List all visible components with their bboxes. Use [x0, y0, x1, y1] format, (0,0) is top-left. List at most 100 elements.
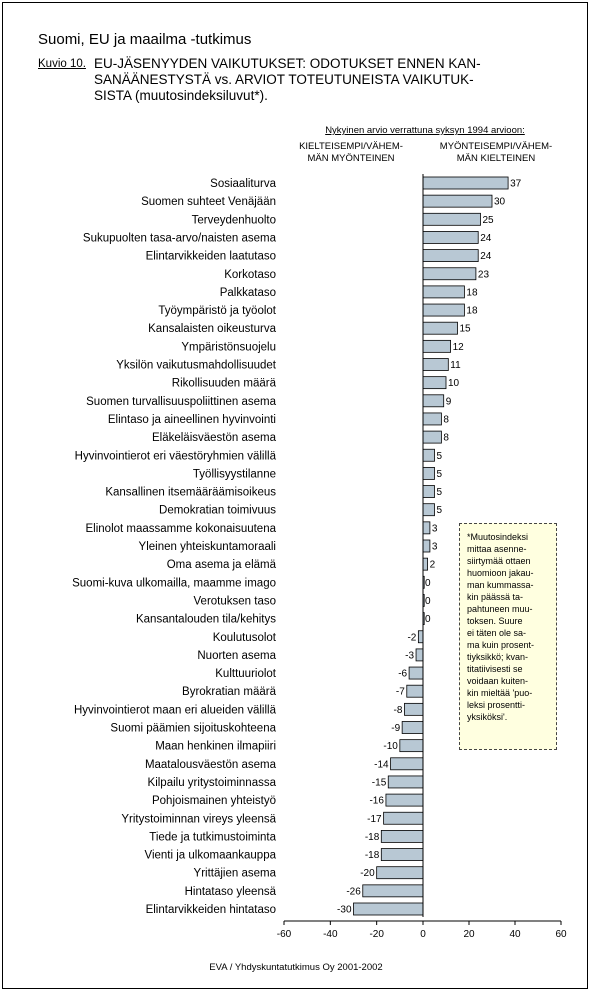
- category-label: Työllisyystilanne: [193, 468, 276, 480]
- value-label: 37: [510, 179, 522, 190]
- value-label: 5: [437, 487, 443, 498]
- value-label: -17: [367, 814, 382, 825]
- comparison-header: Nykyinen arvio verrattuna syksyn 1994 ar…: [325, 125, 525, 136]
- value-label: 5: [437, 451, 443, 462]
- value-label: 8: [443, 433, 449, 444]
- value-label: 0: [425, 578, 431, 589]
- category-label: Nuorten asema: [197, 650, 276, 662]
- bar: [408, 666, 424, 680]
- category-label: Elinolot maassamme kokonaisuutena: [86, 523, 277, 535]
- category-label: Sosiaaliturva: [210, 178, 276, 190]
- category-label: Yrittäjien asema: [194, 868, 277, 880]
- value-label: -2: [407, 632, 416, 643]
- source-footer: EVA / Yhdyskuntatutkimus Oy 2001-2002: [209, 962, 383, 973]
- category-label: Rikollisuuden määrä: [172, 378, 277, 390]
- bar: [422, 267, 477, 281]
- bar: [422, 194, 493, 208]
- category-label: Kansalaisten oikeusturva: [148, 323, 276, 335]
- category-label: Hyvinvointierot maan eri alueiden välill…: [74, 704, 277, 716]
- value-label: 0: [425, 614, 431, 625]
- bar: [422, 412, 442, 426]
- report-series-title: Suomi, EU ja maailma -tutkimus: [38, 31, 252, 48]
- bar: [406, 684, 424, 698]
- negative-direction-label: KIELTEISEMPI/VÄHEM- MÄN MYÖNTEINEN: [299, 141, 403, 164]
- category-label: Maan henkinen ilmapiiri: [155, 741, 276, 753]
- value-label: -16: [369, 796, 384, 807]
- value-label: 2: [430, 560, 436, 571]
- category-label: Demokratian toimivuus: [159, 505, 276, 517]
- value-label: 5: [437, 505, 443, 516]
- value-label: -15: [372, 777, 387, 788]
- bar: [417, 630, 424, 644]
- bar: [422, 557, 428, 571]
- value-label: 11: [450, 360, 461, 371]
- value-label: 12: [453, 342, 465, 353]
- bar: [422, 285, 465, 299]
- value-label: 18: [466, 306, 478, 317]
- bar: [353, 902, 424, 916]
- category-label: Kansantalouden tila/kehitys: [136, 614, 276, 626]
- category-label: Suomen turvallisuuspoliittinen asema: [86, 396, 276, 408]
- value-label: -18: [365, 832, 380, 843]
- bar: [422, 212, 481, 226]
- x-tick-label: 20: [463, 929, 475, 940]
- category-label: Verotuksen taso: [194, 595, 276, 607]
- x-tick-label: -20: [369, 929, 384, 940]
- value-label: -20: [360, 868, 375, 879]
- bar: [422, 394, 445, 408]
- value-label: 25: [483, 215, 495, 226]
- value-label: 15: [460, 324, 472, 335]
- category-label: Palkkataso: [220, 287, 276, 299]
- category-label: Elintaso ja aineellinen hyvinvointi: [108, 414, 276, 426]
- value-label: -9: [391, 723, 400, 734]
- x-tick-label: -60: [277, 929, 292, 940]
- bar: [422, 539, 431, 553]
- value-label: -3: [405, 650, 414, 661]
- category-label: Elintarvikkeiden hintataso: [146, 904, 276, 916]
- value-label: 0: [425, 596, 431, 607]
- bar: [401, 721, 424, 734]
- bar: [415, 648, 424, 662]
- value-label: 10: [448, 378, 460, 389]
- footnote-box: *Muutosindeksi mittaa asenne- siirtymää …: [459, 523, 557, 750]
- category-label: Suomi-kuva ulkomailla, maamme imago: [72, 577, 276, 589]
- x-tick-label: 0: [420, 929, 426, 940]
- category-label: Kansallinen itsemääräämisoikeus: [105, 487, 276, 499]
- value-label: 30: [494, 197, 506, 208]
- category-label: Yritystoiminnan vireys yleensä: [121, 813, 276, 825]
- value-label: 18: [466, 287, 478, 298]
- x-tick-label: -40: [323, 929, 338, 940]
- bar: [385, 793, 424, 807]
- positive-direction-label: MYÖNTEISEMPI/VÄHEM- MÄN KIELTEINEN: [439, 141, 553, 164]
- bar: [390, 757, 424, 771]
- category-label: Työympäristö ja työolot: [158, 305, 276, 317]
- category-label: Elintarvikkeiden laatutaso: [146, 251, 276, 263]
- bar: [422, 249, 479, 263]
- category-label: Hintataso yleensä: [185, 886, 277, 898]
- bar: [422, 521, 431, 535]
- value-label: -18: [365, 850, 380, 861]
- bar: [422, 176, 509, 190]
- value-label: 3: [432, 523, 438, 534]
- x-tick-label: 40: [509, 929, 521, 940]
- value-label: -14: [374, 759, 389, 770]
- category-label: Eläkeläisväestön asema: [152, 432, 277, 444]
- bar: [404, 702, 424, 716]
- value-label: -26: [346, 886, 361, 897]
- bar: [387, 775, 424, 789]
- value-label: -30: [337, 905, 352, 916]
- x-axis: -60 -40 -20 0 20 40 60: [277, 174, 567, 940]
- category-label: Kilpailu yritystoiminnassa: [148, 777, 277, 789]
- value-label: 24: [480, 233, 492, 244]
- category-label: Byrokratian määrä: [182, 686, 277, 698]
- value-label: -10: [383, 741, 398, 752]
- bar: [422, 485, 435, 498]
- category-label: Terveydenhuolto: [192, 214, 276, 226]
- category-label: Pohjoismainen yhteistyö: [152, 795, 276, 807]
- value-label: 24: [480, 251, 492, 262]
- category-label: Yleinen yhteiskuntamoraali: [139, 541, 276, 553]
- bar: [422, 321, 458, 335]
- bar: [422, 503, 435, 517]
